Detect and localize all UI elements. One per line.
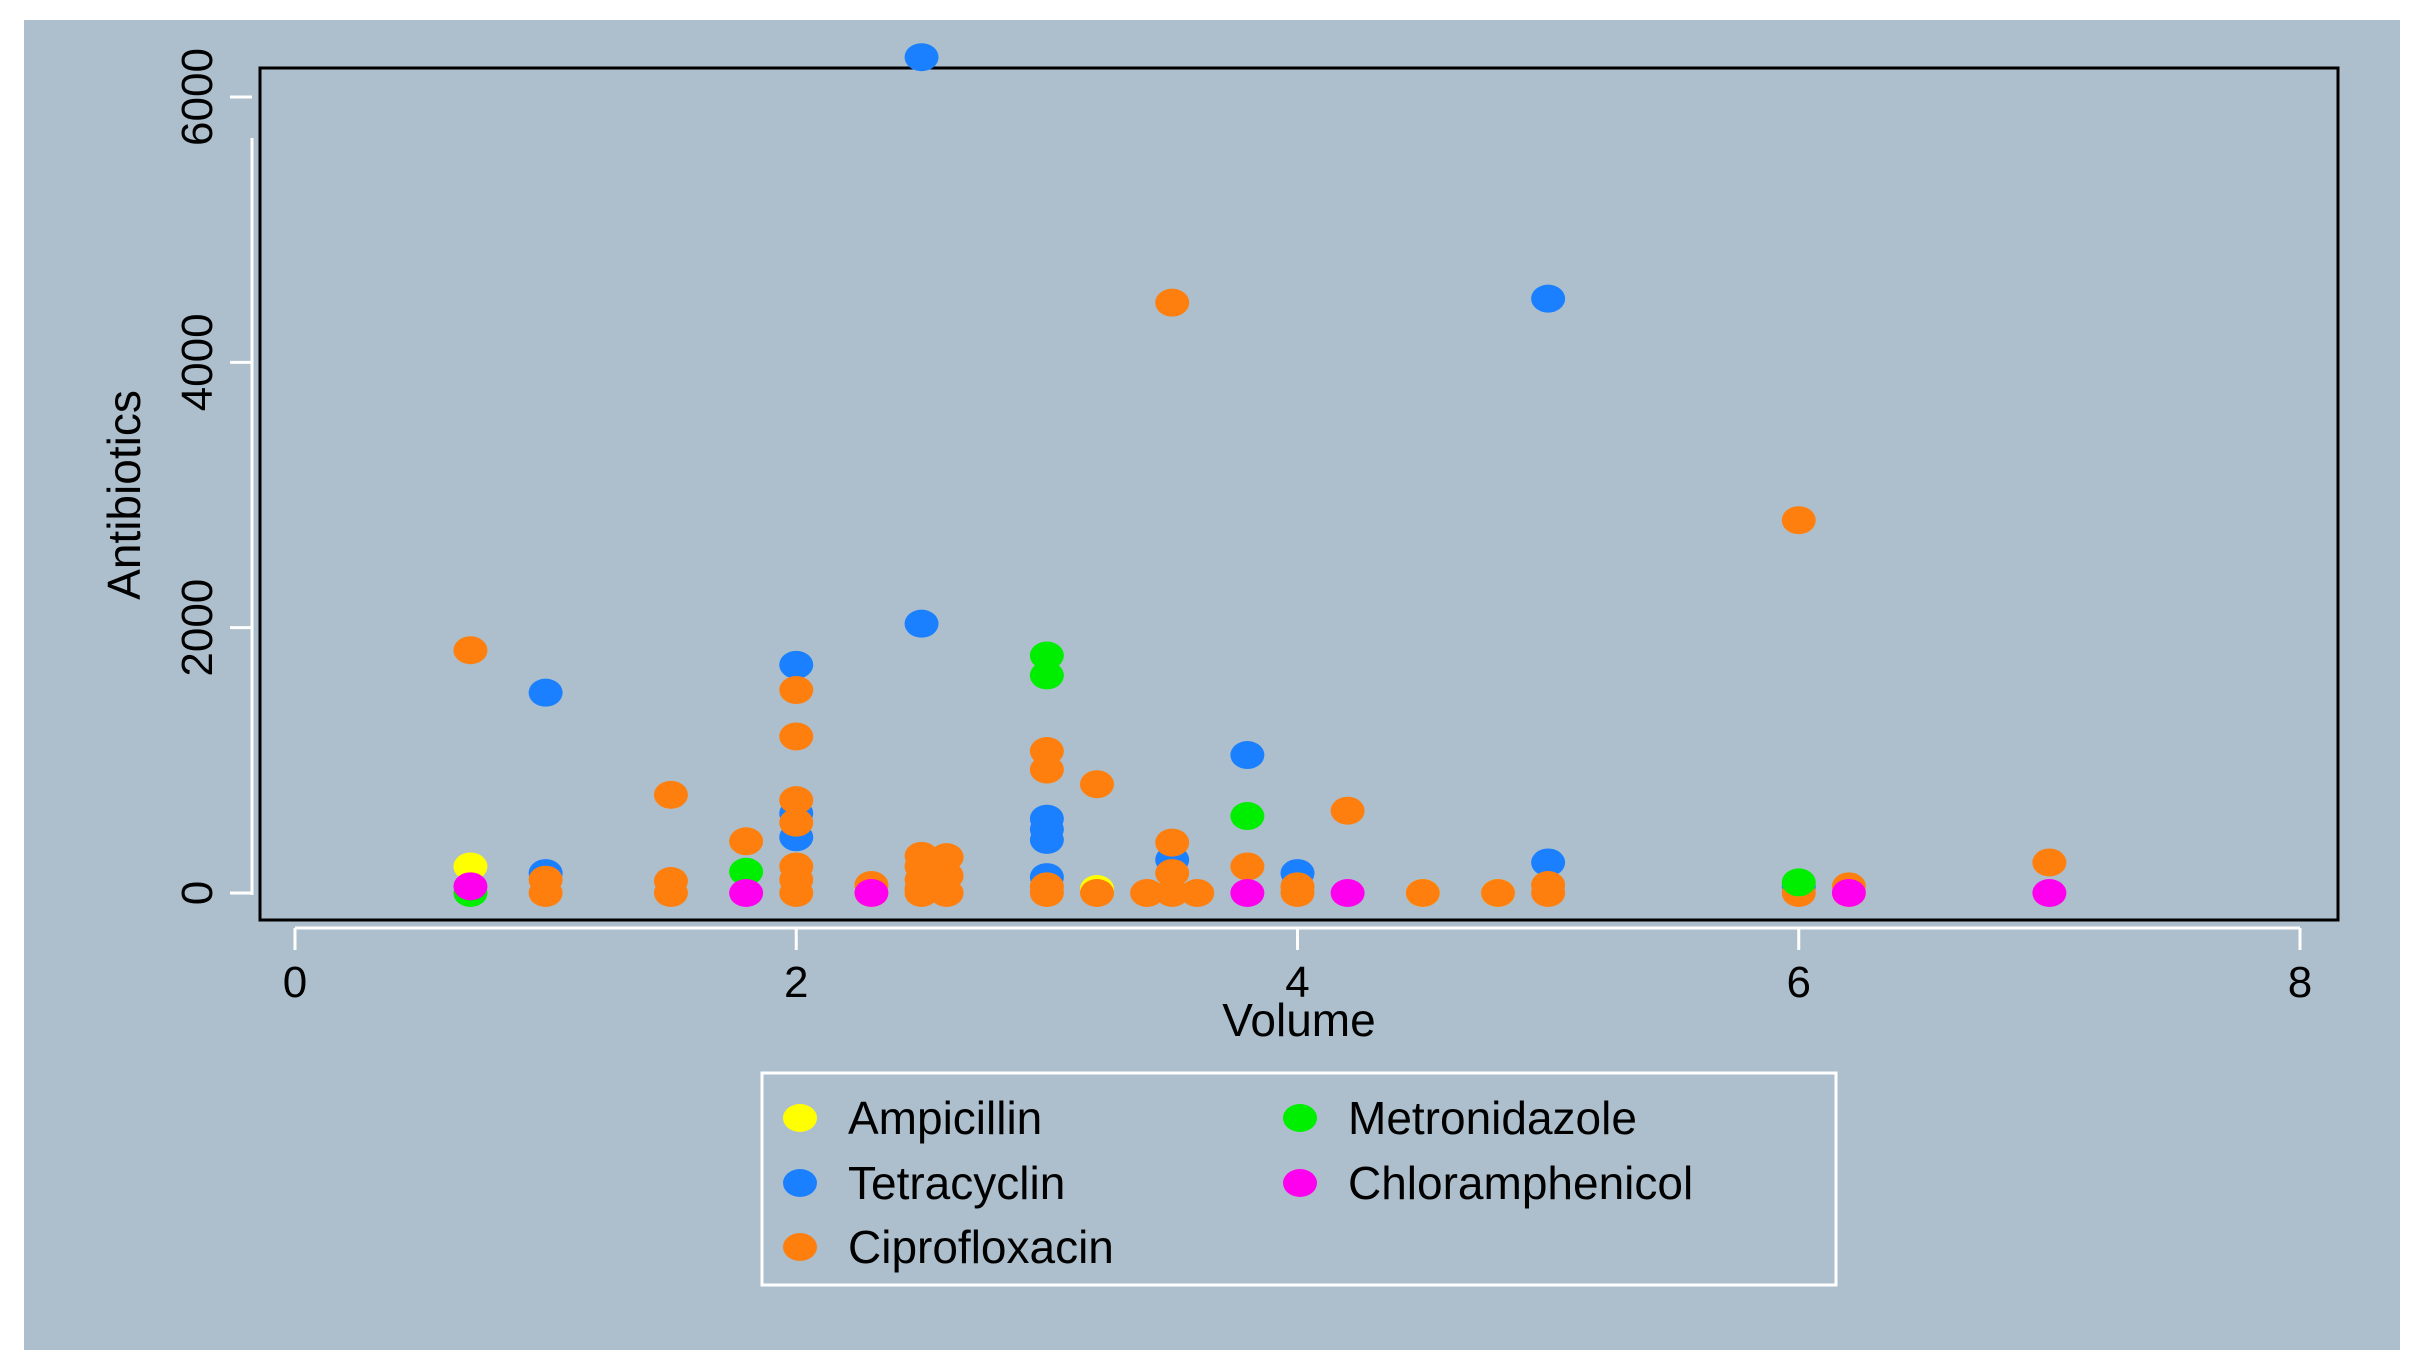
legend-label-ciprofloxacin: Ciprofloxacin [848,1221,1114,1273]
point-ciprofloxacin [653,879,688,907]
y-tick-label: 4000 [173,313,222,411]
point-ciprofloxacin [779,879,814,907]
x-tick-label: 4 [1285,958,1309,1007]
point-ciprofloxacin [1531,879,1566,907]
point-ciprofloxacin [1481,879,1515,907]
legend-marker-ciprofloxacin [783,1233,817,1261]
point-chloramphenicol [1831,879,1866,907]
point-chloramphenicol [1330,879,1365,907]
y-axis-ticks: 0 2000 4000 6000 [173,48,252,905]
point-chloramphenicol [453,872,488,901]
point-ciprofloxacin [1155,828,1190,857]
point-ciprofloxacin [528,879,563,907]
point-ciprofloxacin [1330,796,1365,825]
point-ciprofloxacin [1405,879,1440,907]
x-tick-label: 6 [1787,958,1811,1007]
point-ciprofloxacin [1080,770,1114,799]
x-tick-label: 0 [283,958,307,1007]
legend-label-metronidazole: Metronidazole [1348,1092,1637,1144]
point-ciprofloxacin [1080,879,1114,907]
legend-label-ampicillin: Ampicillin [848,1092,1042,1144]
chart-background [24,20,2400,1350]
legend-marker-ampicillin [783,1104,817,1132]
y-tick-label: 0 [173,881,222,905]
point-ciprofloxacin [1155,879,1190,907]
point-ciprofloxacin [2032,848,2067,877]
point-ciprofloxacin [453,636,488,665]
point-ciprofloxacin [779,722,814,751]
y-tick-label: 2000 [173,579,222,677]
point-ciprofloxacin [1155,859,1190,888]
point-ciprofloxacin [1230,852,1265,881]
point-ciprofloxacin [1180,879,1215,907]
point-tetracyclin [1029,825,1064,854]
point-tetracyclin [528,678,563,707]
x-axis-title: Volume [1222,994,1375,1046]
point-metronidazole [1230,802,1265,831]
point-ciprofloxacin [929,879,964,907]
point-ciprofloxacin [779,676,814,705]
point-ciprofloxacin [779,786,814,815]
x-axis-ticks: 0 2 4 6 8 [283,928,2312,1007]
point-tetracyclin [904,609,939,638]
x-tick-label: 8 [2288,958,2312,1007]
point-tetracyclin [779,650,814,679]
point-ciprofloxacin [1155,288,1190,317]
legend: Ampicillin Tetracyclin Ciprofloxacin Metron… [783,1092,1693,1273]
point-chloramphenicol [854,879,889,907]
point-ciprofloxacin [1280,879,1315,907]
legend-marker-chloramphenicol [1283,1169,1317,1197]
point-tetracyclin [1230,741,1265,770]
point-metronidazole [1029,661,1064,690]
point-metronidazole [1781,868,1816,897]
point-ciprofloxacin [1029,755,1064,784]
legend-label-chloramphenicol: Chloramphenicol [1348,1157,1693,1209]
point-chloramphenicol [729,879,764,907]
point-ciprofloxacin [1130,879,1165,907]
legend-marker-metronidazole [1283,1104,1317,1132]
x-tick-label: 2 [784,958,808,1007]
point-ciprofloxacin [653,780,688,809]
point-ciprofloxacin [1029,879,1064,907]
plot-area-frame [258,66,2340,922]
y-tick-label: 6000 [173,48,222,146]
point-tetracyclin [904,43,939,72]
point-ciprofloxacin [729,827,764,856]
point-chloramphenicol [2032,879,2067,907]
point-ciprofloxacin [779,808,814,837]
legend-label-tetracyclin: Tetracyclin [848,1157,1065,1209]
legend-marker-tetracyclin [783,1169,817,1197]
data-points [453,43,2067,907]
point-ampicillin [453,852,488,881]
point-ciprofloxacin [904,879,939,907]
point-tetracyclin [1531,284,1566,313]
point-metronidazole [1029,641,1064,670]
point-tetracyclin [1531,848,1566,877]
y-axis-title: Antibiotics [98,390,150,600]
point-metronidazole [729,857,764,886]
point-chloramphenicol [1230,879,1265,907]
legend-box [760,1071,1838,1287]
point-ciprofloxacin [1781,506,1816,535]
